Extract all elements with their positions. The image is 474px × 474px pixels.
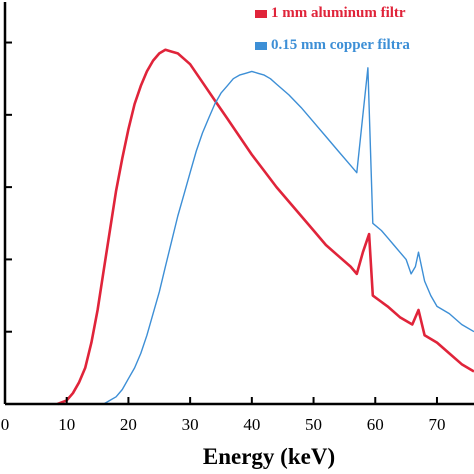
legend-label-1: 1 mm aluminum filtr bbox=[271, 5, 406, 21]
x-tick-label-6: 60 bbox=[367, 415, 384, 434]
legend-swatch-2 bbox=[255, 42, 267, 50]
series-line-1 bbox=[57, 48, 474, 406]
x-tick-label-1: 10 bbox=[58, 415, 75, 434]
x-tick-label-5: 50 bbox=[305, 415, 322, 434]
series-line-2 bbox=[103, 67, 474, 405]
x-tick-label-2: 20 bbox=[120, 415, 137, 434]
x-tick-label-3: 30 bbox=[182, 415, 199, 434]
x-tick-label-0: 0 bbox=[1, 415, 10, 434]
plot-area bbox=[57, 48, 474, 406]
x-tick-label-4: 40 bbox=[243, 415, 260, 434]
x-tick-label-7: 70 bbox=[428, 415, 445, 434]
legend: 1 mm aluminum filtr 0.15 mm copper filtra bbox=[255, 5, 410, 53]
legend-label-2: 0.15 mm copper filtra bbox=[271, 37, 410, 53]
legend-swatch-1 bbox=[255, 10, 267, 18]
x-axis-title: Energy (keV) bbox=[203, 444, 335, 469]
axes: 0 10 20 30 40 50 60 70 bbox=[1, 2, 474, 434]
